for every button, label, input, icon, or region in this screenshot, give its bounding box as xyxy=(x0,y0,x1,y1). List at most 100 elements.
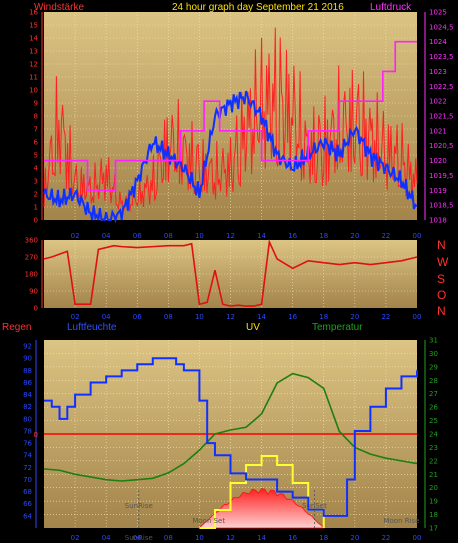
direction-x-tick: 20 xyxy=(350,313,359,321)
chart-annotation: SunRise xyxy=(125,502,153,510)
wind-y-tick: 4 xyxy=(34,165,39,173)
pressure-y-tick: 1023 xyxy=(429,68,447,76)
humidity-x-tick: 04 xyxy=(102,534,111,542)
wind-chart-marks xyxy=(43,27,418,224)
wind-y-tick: 11 xyxy=(29,74,38,82)
temperature-y-tick: 19 xyxy=(429,498,438,506)
humidity-x-tick: 12 xyxy=(226,534,235,542)
direction-chart-marks xyxy=(43,238,418,307)
pressure-y-tick: 1019 xyxy=(429,187,447,195)
dir-letter-w: W xyxy=(437,255,449,269)
wind-y-tick: 3 xyxy=(34,178,38,186)
pressure-y-tick: 1021 xyxy=(429,127,447,135)
direction-y-tick: 90 xyxy=(29,288,38,296)
wind-y-tick: 7 xyxy=(34,126,38,134)
pressure-y-tick: 1021,5 xyxy=(429,113,454,121)
direction-y-tick: 360 xyxy=(25,237,38,245)
pressure-y-tick: 1025 xyxy=(429,9,447,17)
direction-x-tick: 18 xyxy=(319,313,328,321)
wind-y-tick: 12 xyxy=(29,61,38,69)
wind-y-tick: 16 xyxy=(29,9,38,17)
direction-x-tick: 10 xyxy=(195,313,204,321)
wind-y-tick: 5 xyxy=(34,152,38,160)
humidity-x-tick: 18 xyxy=(319,534,328,542)
pressure-y-tick: 1020 xyxy=(429,157,447,165)
wind-x-tick: 04 xyxy=(102,232,111,240)
humidity-y-tick: 82 xyxy=(23,403,32,411)
graph-date-title: 24 hour graph day September 21 2016 xyxy=(172,2,344,13)
wind-x-tick: 18 xyxy=(319,232,328,240)
humidity-chart-marks: SunRise SunSet Moon Set Moon Rise SunRise xyxy=(43,357,419,542)
wind-x-tick: 12 xyxy=(226,232,235,240)
uv-label: UV xyxy=(246,322,260,333)
chart-annotation: SunSet xyxy=(302,502,327,510)
wind-x-tick: 06 xyxy=(133,232,142,240)
direction-x-tick: 00 xyxy=(413,313,422,321)
humidity-x-tick: 14 xyxy=(257,534,266,542)
wind-x-tick: 16 xyxy=(288,232,297,240)
humidity-x-tick: 22 xyxy=(381,534,390,542)
temperature-y-tick: 28 xyxy=(429,377,438,385)
humidity-x-tick: 00 xyxy=(413,534,422,542)
wind-gust-line xyxy=(43,27,418,212)
wind-y-tick: 1 xyxy=(34,204,38,212)
humidity-x-tick: 02 xyxy=(71,534,80,542)
pressure-y-tick: 1024,5 xyxy=(429,23,454,31)
humidity-y-tick: 76 xyxy=(23,440,32,448)
humidity-y-tick: 84 xyxy=(23,391,32,399)
pressure-y-tick: 1023,5 xyxy=(429,53,454,61)
pressure-y-tick: 1019,5 xyxy=(429,172,454,180)
direction-x-tick: 06 xyxy=(133,313,142,321)
temperature-y-tick: 23 xyxy=(429,444,438,452)
wind-y-tick: 0 xyxy=(34,217,38,225)
wind-x-tick: 08 xyxy=(164,232,173,240)
humidity-y-tick: 92 xyxy=(23,343,32,351)
wind-y-tick: 2 xyxy=(34,191,38,199)
humidity-y-tick: 90 xyxy=(23,355,32,363)
pressure-y-tick: 1018,5 xyxy=(429,202,454,210)
direction-x-tick: 02 xyxy=(71,313,80,321)
pressure-y-tick: 1020,5 xyxy=(429,142,454,150)
direction-x-tick: 04 xyxy=(102,313,111,321)
humidity-y-tick: 70 xyxy=(23,476,32,484)
temperature-label: Temperatur xyxy=(312,322,363,333)
chart-annotation: Moon Rise xyxy=(383,517,419,525)
wind-y-tick: 9 xyxy=(34,100,38,108)
chart-annotation: SunRise xyxy=(125,534,153,542)
direction-grid xyxy=(44,240,417,308)
humidity-line xyxy=(44,357,418,517)
wind-y-tick: 8 xyxy=(34,113,38,121)
temperature-y-tick: 20 xyxy=(429,484,438,492)
wind-direction-line xyxy=(43,238,418,307)
dir-letter-s: S xyxy=(437,272,446,286)
direction-y-tick: 270 xyxy=(25,254,38,262)
dir-letter-n2: N xyxy=(437,304,446,318)
humidity-x-tick: 16 xyxy=(288,534,297,542)
wind-title: Windstärke xyxy=(34,2,85,13)
direction-x-tick: 22 xyxy=(381,313,390,321)
temperature-y-tick: 26 xyxy=(429,404,438,412)
direction-x-tick: 14 xyxy=(257,313,266,321)
wind-y-tick: 15 xyxy=(29,22,38,30)
humidity-y-tick: 74 xyxy=(23,452,32,460)
humidity-y-tick: 64 xyxy=(23,512,32,520)
temperature-y-tick: 25 xyxy=(429,417,438,425)
rain-label: Regen xyxy=(2,322,32,333)
temperature-y-tick: 24 xyxy=(429,431,438,439)
humidity-y-tick: 80 xyxy=(23,415,32,423)
direction-x-tick: 16 xyxy=(288,313,297,321)
temperature-y-tick: 22 xyxy=(429,457,438,465)
direction-x-tick: 12 xyxy=(226,313,235,321)
humidity-y-tick: 86 xyxy=(23,379,32,387)
temperature-y-tick: 30 xyxy=(429,350,438,358)
humidity-y-tick: 78 xyxy=(23,427,32,435)
humidity-label: Luftfeuchte xyxy=(67,322,117,333)
humidity-y-tick: 66 xyxy=(23,500,32,508)
solar-area xyxy=(198,488,325,529)
humidity-x-tick: 08 xyxy=(164,534,173,542)
temperature-y-tick: 27 xyxy=(429,390,438,398)
pressure-y-tick: 1022,5 xyxy=(429,83,454,91)
